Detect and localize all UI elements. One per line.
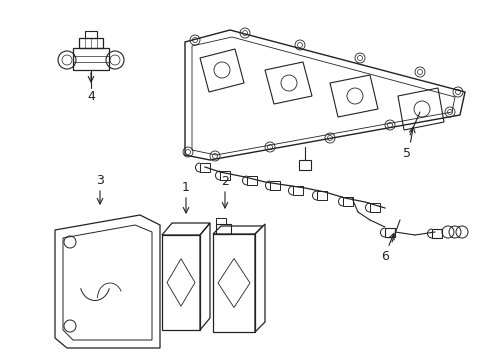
Bar: [162, 235, 200, 330]
Bar: [220, 171, 229, 180]
Bar: [292, 186, 303, 195]
Bar: [216, 224, 230, 234]
Text: 2: 2: [221, 175, 228, 188]
Bar: [79, 38, 103, 48]
Bar: [369, 203, 379, 212]
Bar: [213, 234, 254, 332]
Text: 6: 6: [380, 249, 388, 262]
Text: 1: 1: [182, 180, 189, 194]
Bar: [298, 160, 310, 170]
Bar: [73, 48, 109, 70]
Bar: [269, 181, 280, 190]
Text: 5: 5: [402, 147, 410, 159]
Text: 4: 4: [87, 90, 95, 103]
Bar: [200, 163, 209, 172]
Bar: [431, 229, 441, 238]
Bar: [85, 31, 97, 38]
Bar: [342, 197, 352, 206]
Bar: [384, 228, 394, 237]
Bar: [216, 218, 225, 224]
Bar: [316, 191, 326, 200]
Text: 3: 3: [96, 174, 104, 186]
Bar: [246, 176, 257, 185]
